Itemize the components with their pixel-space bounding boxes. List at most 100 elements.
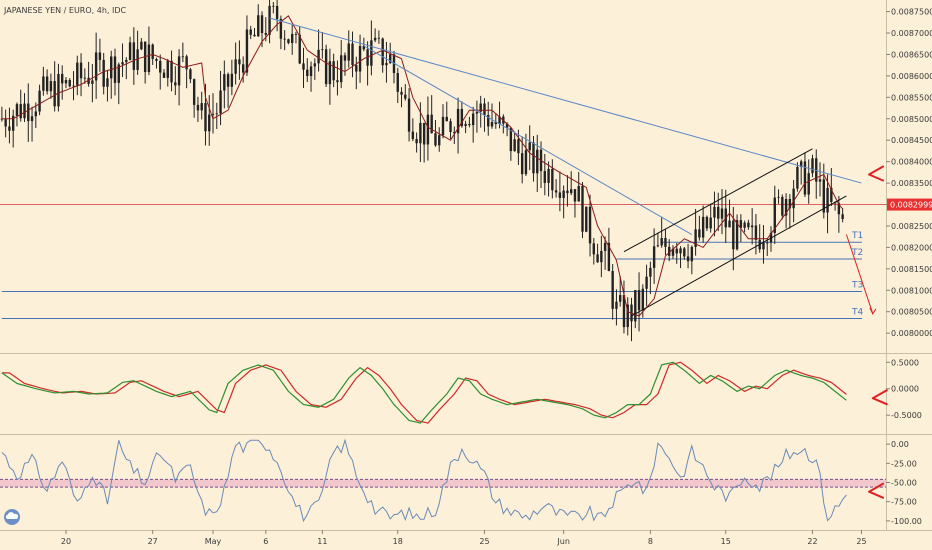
candle-body <box>520 153 524 175</box>
candle-body <box>174 82 177 86</box>
candle-body <box>622 295 626 328</box>
candle-body <box>471 113 475 126</box>
candle-body <box>279 19 283 39</box>
candle-body <box>453 132 456 134</box>
x-tick-label: 20 <box>61 537 71 546</box>
candle-body <box>249 29 252 35</box>
oscillator-y-axis: 0.00 -25.00 -50.00 -75.00 -100.00 <box>886 440 922 526</box>
price-moving-average <box>1 15 843 317</box>
candle-body <box>211 113 215 115</box>
target-label: T4 <box>851 308 863 318</box>
candle-body <box>524 150 528 175</box>
candle-body <box>30 116 34 122</box>
candle-body <box>260 15 264 34</box>
y-tick-label: 0.0083500 <box>891 179 932 188</box>
candle-body <box>434 133 437 146</box>
candle-body <box>407 98 411 132</box>
candle-body <box>490 122 494 127</box>
candle-body <box>619 295 622 302</box>
chart-title: JAPANESE YEN / EURO, 4h, IDC <box>3 6 127 15</box>
candle-body <box>637 290 641 311</box>
candle-body <box>607 242 611 272</box>
candle-body <box>720 208 724 219</box>
candle-body <box>117 64 120 83</box>
candle-body <box>234 59 237 74</box>
candle-body <box>705 216 709 229</box>
candle-body <box>185 56 188 70</box>
candle-body <box>98 52 102 60</box>
y-tick-label: 0.0080000 <box>891 329 932 338</box>
candle-body <box>181 56 185 58</box>
candle-body <box>275 5 279 20</box>
candle-body <box>513 139 516 152</box>
candle-body <box>573 189 577 202</box>
candle-body <box>686 256 690 262</box>
candle-body <box>113 56 117 83</box>
macd-line <box>1 361 847 424</box>
candle-body <box>603 242 607 251</box>
cloud-icon[interactable] <box>4 509 20 525</box>
price-trendlines <box>269 17 862 317</box>
candle-body <box>600 250 603 263</box>
macd-panel: 0.5000 0.0000 -0.5000 <box>1 358 922 424</box>
candle-body <box>664 238 667 247</box>
candle-body <box>558 192 562 198</box>
candle-body <box>554 190 558 193</box>
candle-body <box>422 122 426 145</box>
x-tick-label: 6 <box>263 537 268 546</box>
candle-body <box>159 60 162 73</box>
candle-body <box>102 59 105 87</box>
y-tick-label: 0.0084500 <box>891 136 932 145</box>
y-tick-label: 0.0081000 <box>891 286 932 295</box>
y-tick-label: 0.0080500 <box>891 308 932 317</box>
candle-body <box>773 197 776 233</box>
candle-body <box>313 63 317 67</box>
candle-body <box>822 179 825 213</box>
candle-body <box>19 104 22 119</box>
projection-line <box>845 234 874 315</box>
candle-body <box>581 185 584 232</box>
candle-body <box>762 242 765 250</box>
y-tick-label: -50.00 <box>891 479 917 488</box>
candle-body <box>219 90 222 114</box>
candle-body <box>192 79 196 105</box>
y-tick-label: -25.00 <box>891 459 917 468</box>
candle-body <box>698 229 701 238</box>
candle-body <box>283 38 286 40</box>
candle-body <box>34 111 38 117</box>
candle-body <box>121 62 124 65</box>
candle-body <box>649 267 652 277</box>
candle-body <box>419 122 422 144</box>
oscillator-band-fill <box>0 479 886 488</box>
y-tick-label: 0.0084000 <box>891 158 932 167</box>
candle-body <box>803 161 807 195</box>
candle-body <box>170 60 173 83</box>
target-label: T3 <box>851 281 863 291</box>
candle-body <box>204 103 207 132</box>
x-tick-label: May <box>205 537 222 546</box>
projection-arrowhead-icon <box>869 307 877 315</box>
y-tick-label: 0.0087000 <box>891 29 932 38</box>
y-tick-label: 0.00 <box>891 440 909 449</box>
candle-body <box>404 94 407 99</box>
x-tick-label: 27 <box>148 537 158 546</box>
candle-body <box>347 43 350 61</box>
current-price-tag <box>887 198 932 211</box>
candle-body <box>72 85 75 87</box>
y-tick-label: 0.0082500 <box>891 222 932 231</box>
candle-body <box>294 33 298 35</box>
candle-body <box>0 118 4 120</box>
candle-body <box>498 116 501 125</box>
candle-body <box>547 168 550 183</box>
candle-body <box>475 111 479 114</box>
candle-body <box>45 76 49 92</box>
candle-body <box>245 29 249 73</box>
candle-body <box>441 116 445 136</box>
candle-body <box>64 79 68 84</box>
candle-body <box>754 225 758 240</box>
candle-body <box>136 49 139 70</box>
candle-body <box>396 73 399 92</box>
candle-body <box>11 115 15 131</box>
candle-body <box>241 64 245 73</box>
